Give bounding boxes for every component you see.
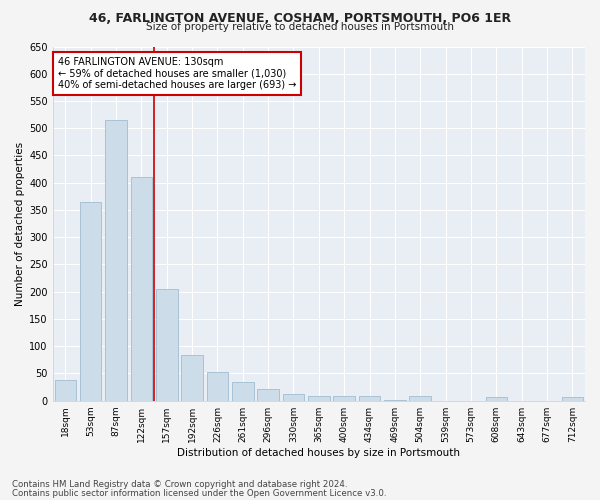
Bar [334,396,355,400]
Bar [131,178,152,400]
Text: 46 FARLINGTON AVENUE: 130sqm
← 59% of detached houses are smaller (1,030)
40% of: 46 FARLINGTON AVENUE: 130sqm ← 59% of de… [58,57,296,90]
X-axis label: Distribution of detached houses by size in Portsmouth: Distribution of detached houses by size … [178,448,460,458]
Bar [308,396,329,400]
Text: Contains public sector information licensed under the Open Government Licence v3: Contains public sector information licen… [12,489,386,498]
Bar [359,396,380,400]
Y-axis label: Number of detached properties: Number of detached properties [15,142,25,306]
Bar [562,398,583,400]
Bar [409,396,431,400]
Text: 46, FARLINGTON AVENUE, COSHAM, PORTSMOUTH, PO6 1ER: 46, FARLINGTON AVENUE, COSHAM, PORTSMOUT… [89,12,511,26]
Bar [181,355,203,401]
Bar [283,394,304,400]
Bar [232,382,254,400]
Bar [156,289,178,401]
Bar [105,120,127,400]
Text: Size of property relative to detached houses in Portsmouth: Size of property relative to detached ho… [146,22,454,32]
Bar [257,388,279,400]
Text: Contains HM Land Registry data © Crown copyright and database right 2024.: Contains HM Land Registry data © Crown c… [12,480,347,489]
Bar [80,202,101,400]
Bar [55,380,76,400]
Bar [485,398,507,400]
Bar [206,372,228,400]
